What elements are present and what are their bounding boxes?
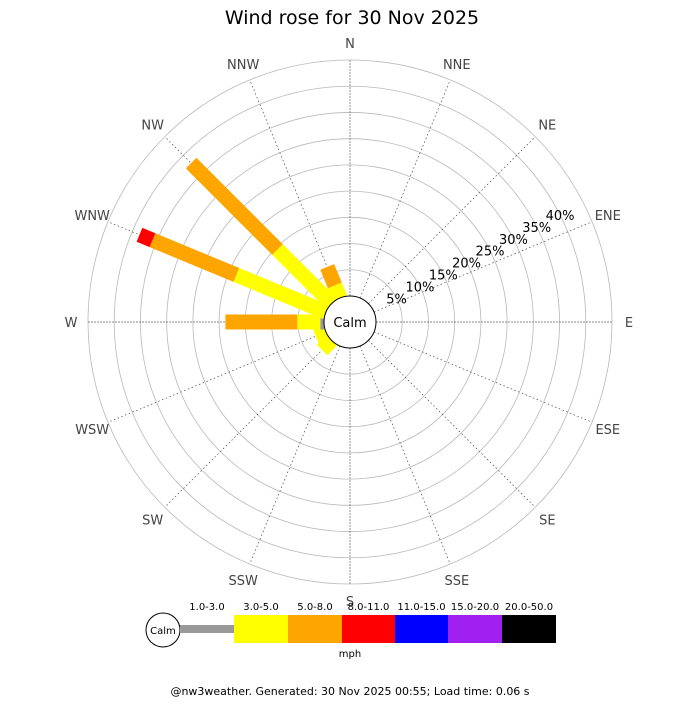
bar-nnw-3.0-5.0: [327, 282, 347, 301]
sector-bars: [136, 157, 347, 356]
direction-label-ene: ENE: [595, 209, 621, 224]
spoke-ne: [368, 136, 536, 304]
speed-legend: Calm mph 1.0-3.0 3.0-5.0 5.0-8.0 8.0-11.0 11…: [145, 602, 556, 660]
legend-label-11.0-15.0: 11.0-15.0: [397, 602, 445, 613]
legend-label-8.0-11.0: 8.0-11.0: [348, 602, 390, 613]
radial-ring: [218, 190, 482, 454]
spoke-sw: [164, 340, 332, 508]
radial-ring: [113, 85, 587, 559]
calm-label: Calm: [333, 316, 366, 331]
legend-swatch-1.0-3.0: [180, 625, 234, 633]
direction-labels: N NNE NE ENE E ESE SE SSE S SSW SW WSW W WNW NW NNW: [65, 37, 634, 610]
legend-calm-label: Calm: [150, 626, 176, 637]
direction-label-se: SE: [539, 513, 555, 528]
radial-tick-label: 25%: [476, 245, 505, 260]
direction-label-nnw: NNW: [227, 58, 259, 73]
legend-label-20.0-50.0: 20.0-50.0: [505, 602, 553, 613]
direction-label-w: W: [65, 316, 78, 331]
legend-label-5.0-8.0: 5.0-8.0: [297, 602, 332, 613]
radial-tick-label: 30%: [499, 233, 528, 248]
direction-label-nne: NNE: [443, 58, 471, 73]
direction-label-ese: ESE: [595, 423, 620, 438]
bar-nnw-5.0-8.0: [320, 264, 342, 289]
spoke-wsw: [107, 331, 327, 423]
direction-label-sw: SW: [142, 513, 163, 528]
spoke-se: [368, 340, 536, 508]
spoke-ene: [373, 221, 593, 313]
bar-wnw-3.0-5.0: [233, 268, 329, 319]
legend-label-1.0-3.0: 1.0-3.0: [189, 602, 224, 613]
legend-units-label: mph: [339, 649, 361, 660]
direction-label-nw: NW: [141, 119, 164, 134]
legend-swatch-8.0-11.0: [342, 615, 395, 643]
radial-tick-label: 40%: [546, 209, 575, 224]
radial-tick-labels: 5%10%15%20%25%30%35%40%: [386, 209, 574, 307]
direction-label-ssw: SSW: [229, 574, 259, 589]
legend-swatch-15.0-20.0: [448, 615, 502, 643]
legend-label-3.0-5.0: 3.0-5.0: [243, 602, 278, 613]
legend-label-15.0-20.0: 15.0-20.0: [451, 602, 499, 613]
radial-ring: [192, 164, 508, 480]
legend-swatch-5.0-8.0: [288, 615, 342, 643]
spoke-ssw: [249, 345, 341, 565]
bar-w-5.0-8.0: [225, 314, 298, 330]
spoke-nne: [359, 79, 451, 299]
radial-tick-label: 35%: [522, 221, 551, 236]
bar-wnw-8.0-11.0: [136, 227, 156, 248]
radial-tick-label: 5%: [386, 292, 407, 307]
radial-tick-label: 15%: [429, 269, 458, 284]
footer-text: @nw3weather. Generated: 30 Nov 2025 00:5…: [170, 685, 529, 698]
bar-nw-3.0-5.0: [272, 244, 337, 309]
spoke-ese: [373, 331, 593, 423]
bar-nw-5.0-8.0: [185, 157, 283, 255]
spoke-nnw: [249, 79, 341, 299]
direction-label-e: E: [625, 316, 633, 331]
radial-tick-label: 20%: [452, 257, 481, 272]
direction-label-n: N: [345, 37, 355, 52]
bar-w-3.0-5.0: [297, 314, 321, 330]
direction-label-sse: SSE: [444, 574, 469, 589]
calm-circle: [323, 295, 377, 349]
radial-tick-label: 10%: [405, 280, 434, 295]
bar-wnw-5.0-8.0: [149, 233, 240, 282]
direction-label-s: S: [346, 595, 354, 610]
legend-swatch-11.0-15.0: [395, 615, 448, 643]
direction-label-wsw: WSW: [75, 423, 109, 438]
spoke-sse: [359, 345, 451, 565]
direction-label-ne: NE: [538, 119, 556, 134]
legend-swatch-3.0-5.0: [234, 615, 288, 643]
legend-swatch-20.0-50.0: [502, 615, 556, 643]
chart-title: Wind rose for 30 Nov 2025: [225, 7, 479, 29]
direction-label-wnw: WNW: [74, 209, 110, 224]
